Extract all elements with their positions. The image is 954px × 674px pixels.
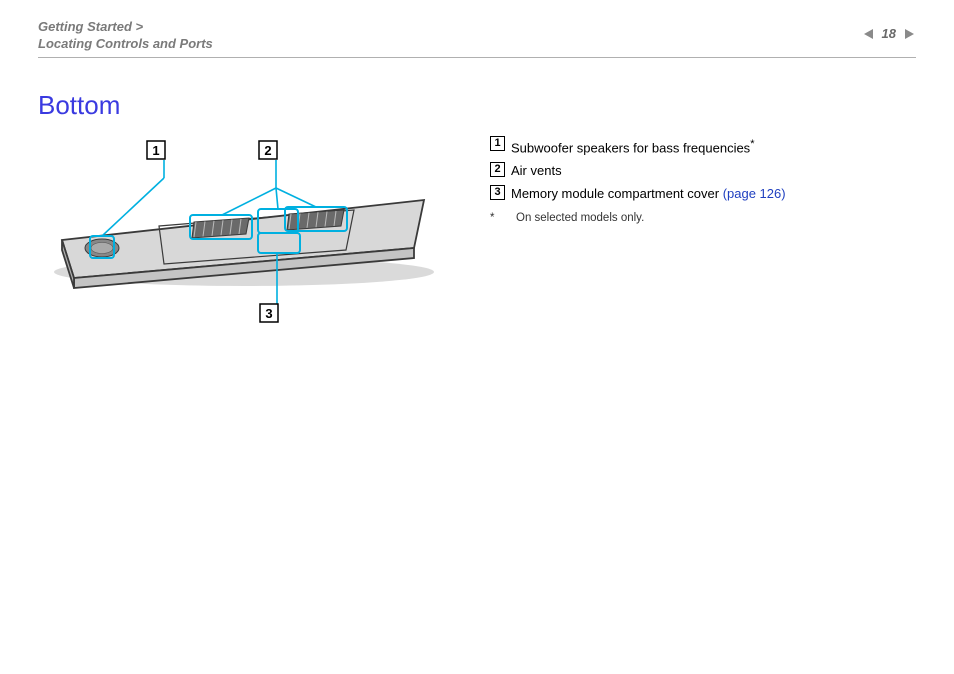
breadcrumb-line-2: Locating Controls and Ports bbox=[38, 35, 916, 52]
legend-item: 1 Subwoofer speakers for bass frequencies… bbox=[490, 134, 910, 158]
svg-text:2: 2 bbox=[264, 143, 271, 158]
legend-text: Memory module compartment cover (page 12… bbox=[511, 183, 910, 204]
legend-item: 2 Air vents bbox=[490, 160, 910, 181]
legend-text: Subwoofer speakers for bass frequencies* bbox=[511, 134, 910, 158]
svg-text:3: 3 bbox=[265, 306, 272, 321]
legend-number-box: 3 bbox=[490, 185, 505, 200]
footnote-mark: * bbox=[490, 208, 498, 229]
legend-number-box: 2 bbox=[490, 162, 505, 177]
prev-page-arrow-icon[interactable] bbox=[862, 27, 876, 41]
asterisk-icon: * bbox=[750, 138, 754, 150]
next-page-arrow-icon[interactable] bbox=[902, 27, 916, 41]
page-header: Getting Started > Locating Controls and … bbox=[38, 18, 916, 58]
footnote-text: On selected models only. bbox=[516, 208, 644, 229]
breadcrumb-line-1: Getting Started > bbox=[38, 18, 916, 35]
page-nav: 18 bbox=[862, 26, 916, 41]
legend-item: 3 Memory module compartment cover (page 1… bbox=[490, 183, 910, 204]
legend: 1 Subwoofer speakers for bass frequencies… bbox=[490, 134, 910, 229]
svg-text:1: 1 bbox=[152, 143, 159, 158]
diagram-figure: 1 2 3 bbox=[44, 130, 444, 330]
page-number: 18 bbox=[882, 26, 896, 41]
footnote: * On selected models only. bbox=[490, 208, 910, 229]
page-reference-link[interactable]: (page 126) bbox=[723, 186, 786, 201]
legend-number-box: 1 bbox=[490, 136, 505, 151]
legend-text: Air vents bbox=[511, 160, 910, 181]
section-title: Bottom bbox=[38, 90, 120, 121]
laptop-bottom-diagram: 1 2 3 bbox=[44, 130, 444, 330]
